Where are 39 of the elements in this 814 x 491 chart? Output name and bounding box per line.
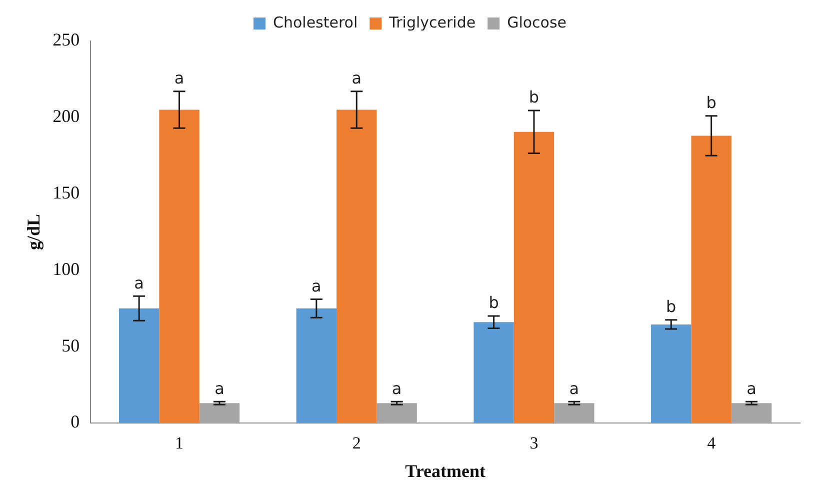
bar <box>554 403 594 423</box>
legend-label: Glocose <box>507 13 567 32</box>
x-tick-label: 2 <box>352 434 361 453</box>
x-tick-label: 3 <box>530 434 538 453</box>
legend-label: Triglyceride <box>388 13 476 32</box>
legend-label: Cholesterol <box>272 13 358 32</box>
y-tick-label: 100 <box>52 258 80 279</box>
bar <box>731 403 772 423</box>
bar <box>514 132 554 423</box>
y-tick-label: 250 <box>52 30 80 50</box>
data-label: b <box>488 293 499 312</box>
data-label: b <box>666 297 676 316</box>
bar <box>651 324 692 423</box>
bar <box>118 308 160 423</box>
bar <box>199 403 240 423</box>
y-axis-title: g/dL <box>23 214 44 250</box>
y-tick-label: 50 <box>62 335 80 356</box>
data-label: a <box>214 378 224 398</box>
data-label: b <box>706 93 716 112</box>
x-tick-label: 1 <box>175 434 184 453</box>
x-tick-label: 4 <box>707 434 716 453</box>
bar <box>691 136 732 423</box>
bar <box>296 308 337 423</box>
data-label: a <box>312 276 322 296</box>
data-label: a <box>352 68 362 88</box>
x-axis-title: Treatment <box>405 460 486 481</box>
y-tick-label: 150 <box>52 182 80 203</box>
data-label: a <box>746 378 756 398</box>
data-label: a <box>134 273 144 292</box>
y-tick-label: 200 <box>52 106 80 126</box>
bar <box>336 110 377 423</box>
bar <box>376 403 417 423</box>
bar <box>474 322 514 423</box>
y-tick-label: 0 <box>70 412 80 432</box>
data-label: a <box>569 378 580 398</box>
data-label: a <box>392 378 402 398</box>
data-label: a <box>174 68 184 88</box>
bar <box>159 110 200 423</box>
data-label: b <box>528 88 540 107</box>
